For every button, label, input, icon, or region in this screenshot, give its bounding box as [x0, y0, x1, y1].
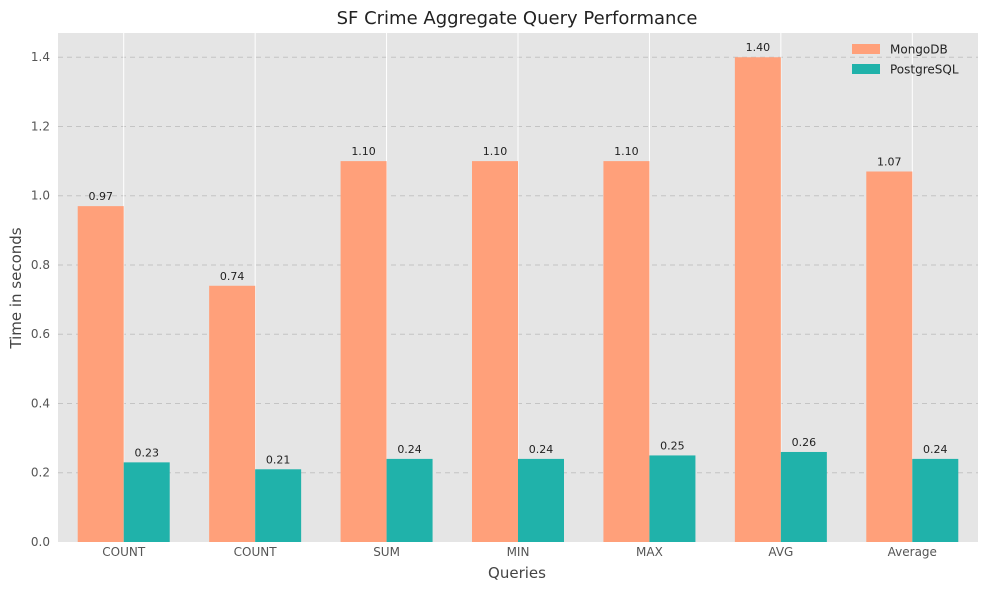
- bar-postgresql-2: [386, 458, 433, 542]
- data-label: 0.21: [266, 453, 291, 466]
- bar-mongodb-2: [340, 161, 387, 542]
- data-label: 1.07: [877, 156, 902, 169]
- legend-label: MongoDB: [890, 43, 948, 57]
- data-label: 0.23: [134, 446, 159, 459]
- data-label: 1.10: [614, 145, 639, 158]
- bar-postgresql-5: [780, 451, 827, 542]
- data-label: 0.24: [397, 443, 422, 456]
- x-tick-label: COUNT: [102, 545, 146, 559]
- legend: MongoDB PostgreSQL: [852, 43, 959, 77]
- y-tick-label: 0.8: [31, 258, 50, 272]
- y-tick-label: 1.4: [31, 50, 50, 64]
- data-label: 0.24: [529, 443, 554, 456]
- data-label: 0.74: [220, 270, 245, 283]
- y-tick-label: 0.0: [31, 535, 50, 549]
- x-axis-title: Queries: [488, 564, 546, 582]
- x-axis-ticks: COUNT COUNT SUM MIN MAX AVG Average: [102, 545, 937, 559]
- y-tick-label: 0.4: [31, 396, 50, 410]
- y-axis-ticks: 0.0 0.2 0.4 0.6 0.8 1.0 1.2 1.4: [31, 50, 50, 549]
- bar-mongodb-3: [472, 161, 518, 542]
- bar-postgresql-0: [123, 462, 170, 542]
- bar-postgresql-6: [912, 458, 959, 542]
- data-label: 1.40: [746, 41, 771, 54]
- x-tick-label: SUM: [373, 545, 400, 559]
- y-tick-label: 0.2: [31, 466, 50, 480]
- x-tick-label: MAX: [636, 545, 663, 559]
- y-tick-label: 1.2: [31, 119, 50, 133]
- legend-label: PostgreSQL: [890, 63, 959, 77]
- data-label: 0.25: [660, 439, 685, 452]
- legend-swatch-mongodb: [852, 44, 880, 54]
- data-label: 1.10: [483, 145, 508, 158]
- chart-title: SF Crime Aggregate Query Performance: [337, 8, 698, 29]
- bar-mongodb-6: [866, 171, 913, 542]
- data-label: 0.97: [88, 190, 113, 203]
- bar-mongodb-5: [734, 57, 781, 542]
- bars: [77, 57, 959, 542]
- y-tick-label: 0.6: [31, 327, 50, 341]
- bar-mongodb-0: [77, 206, 124, 542]
- x-tick-label: MIN: [507, 545, 530, 559]
- legend-swatch-postgresql: [852, 64, 880, 74]
- bar-postgresql-1: [255, 469, 302, 542]
- y-axis-title: Time in seconds: [7, 227, 25, 349]
- x-tick-label: COUNT: [234, 545, 278, 559]
- bar-mongodb-4: [603, 161, 650, 542]
- data-label: 0.24: [923, 443, 948, 456]
- x-tick-label: Average: [888, 545, 937, 559]
- bar-postgresql-3: [518, 458, 564, 542]
- data-label: 0.26: [792, 436, 817, 449]
- bar-postgresql-4: [649, 455, 696, 542]
- x-tick-label: AVG: [768, 545, 793, 559]
- data-labels: 0.97 0.74 1.10 1.10 1.10 1.40 1.07 0.23 0.21 0.24…: [88, 41, 947, 466]
- y-tick-label: 1.0: [31, 189, 50, 203]
- bar-mongodb-1: [209, 285, 256, 542]
- data-label: 1.10: [351, 145, 376, 158]
